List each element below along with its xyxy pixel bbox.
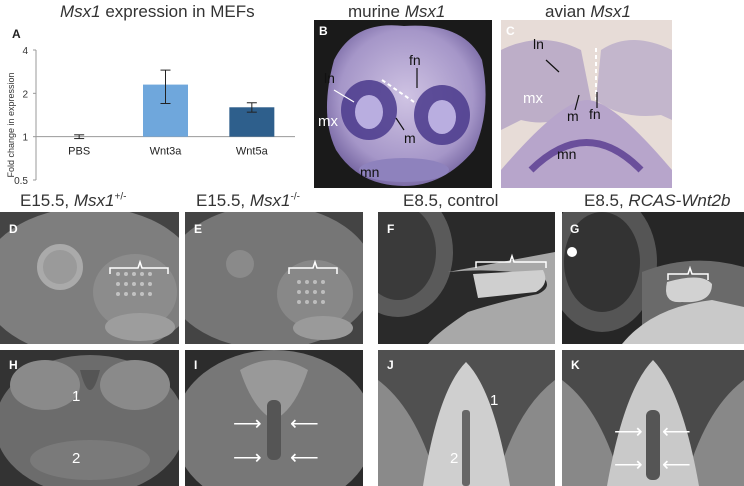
panel-d-title: E15.5, Msx1+/- xyxy=(20,191,126,211)
panel-k-image xyxy=(562,350,744,486)
panel-c-title: avian Msx1 xyxy=(545,2,631,22)
arrow-right-icon: ⟶ xyxy=(233,413,262,435)
panel-k-letter: K xyxy=(571,358,580,372)
label-mn: mn xyxy=(557,146,577,162)
panel-f-title-plain: E8.5, control xyxy=(403,191,499,210)
panel-f-title: E8.5, control xyxy=(403,191,498,211)
region-1-label: 1 xyxy=(72,388,81,405)
panel-c-title-italic: Msx1 xyxy=(590,2,631,21)
region-1-label: 1 xyxy=(490,392,499,409)
error-bar-wnt5a xyxy=(246,102,257,113)
panel-d-letter: D xyxy=(9,222,18,236)
arrow-left-icon: ⟵ xyxy=(662,421,691,443)
panel-e-title-plain: E15.5, xyxy=(196,191,250,210)
label-mx: mx xyxy=(318,113,338,130)
panel-j-letter: J xyxy=(387,358,394,372)
panel-b-photo: B fn ln mx m mn xyxy=(314,20,492,188)
panel-a-title-italic: Msx1 xyxy=(60,2,101,21)
panel-i-photo: I ⟶ ⟵ ⟶ ⟵ xyxy=(185,350,363,486)
y-ticks: 4 2 1 0.5 xyxy=(14,46,36,187)
label-m: m xyxy=(567,108,579,124)
panel-b-title-plain: murine xyxy=(348,2,405,21)
panel-i-letter: I xyxy=(194,358,198,372)
panel-f-image xyxy=(378,212,555,344)
x-tick-labels: PBS Wnt3a Wnt5a xyxy=(68,146,268,158)
panel-f-photo: F xyxy=(378,212,555,344)
panel-b-title-italic: Msx1 xyxy=(404,2,446,21)
bars xyxy=(74,69,275,140)
region-2-label: 2 xyxy=(72,450,81,467)
y-axis-label: Fold change in expression xyxy=(6,72,16,177)
bar-chart: Fold change in expression 4 2 1 0.5 PBS Wnt3… xyxy=(6,46,295,187)
label-fn: fn xyxy=(589,106,601,122)
panel-e-title: E15.5, Msx1-/- xyxy=(196,191,300,211)
panel-e-photo: E xyxy=(185,212,363,344)
panel-a-title: Msx1 expression in MEFs xyxy=(60,2,255,22)
y-tick-label: 4 xyxy=(22,46,28,57)
arrow-right-icon: ⟶ xyxy=(614,454,643,476)
x-tick-label: PBS xyxy=(68,146,90,158)
panel-d-image xyxy=(0,212,179,344)
arrow-right-icon: ⟶ xyxy=(614,421,643,443)
panel-h-image xyxy=(0,350,179,486)
label-mn: mn xyxy=(360,164,380,180)
arrow-right-icon: ⟶ xyxy=(233,447,262,469)
panel-d-title-italic: Msx1 xyxy=(73,191,115,210)
label-mx: mx xyxy=(523,90,543,107)
error-bar-pbs xyxy=(74,134,85,140)
murine-head-stain xyxy=(326,25,486,186)
panel-g-title-italic: RCAS-Wnt2b xyxy=(628,191,731,210)
panel-a-title-rest: expression in MEFs xyxy=(100,2,255,21)
arrow-left-icon: ⟵ xyxy=(290,413,319,435)
arrow-left-icon: ⟵ xyxy=(290,447,319,469)
panel-c-title-plain: avian xyxy=(545,2,591,21)
panel-h-photo: H 1 2 xyxy=(0,350,179,486)
x-tick-label: Wnt5a xyxy=(236,146,269,158)
panel-g-title: E8.5, RCAS-Wnt2b xyxy=(584,191,730,211)
panel-k-photo: K ⟶ ⟵ ⟶ ⟵ xyxy=(562,350,744,486)
panel-d-photo: D xyxy=(0,212,179,344)
y-tick-label: 0.5 xyxy=(14,176,28,187)
panel-j-photo: J 1 2 xyxy=(378,350,555,486)
panel-e-title-italic: Msx1 xyxy=(249,191,291,210)
panel-d-title-plain: E15.5, xyxy=(20,191,74,210)
y-tick-label: 2 xyxy=(22,89,28,100)
label-fn: fn xyxy=(409,52,421,68)
region-2-label: 2 xyxy=(450,450,459,467)
label-ln: ln xyxy=(533,36,544,52)
panel-i-image xyxy=(185,350,363,486)
panel-e-title-sup: -/- xyxy=(290,191,300,203)
avian-head-stain xyxy=(501,20,672,188)
panel-e-image xyxy=(185,212,363,344)
panel-d-title-sup: +/- xyxy=(114,191,127,203)
label-ln: ln xyxy=(324,70,335,86)
panel-j-image xyxy=(378,350,555,486)
panel-g-title-plain: E8.5, xyxy=(584,191,629,210)
panel-g-photo: G xyxy=(562,212,744,344)
panel-f-letter: F xyxy=(387,222,395,236)
x-tick-label: Wnt3a xyxy=(150,146,183,158)
error-bar-wnt3a xyxy=(160,69,171,104)
panel-g-image xyxy=(562,212,744,344)
arrow-left-icon: ⟵ xyxy=(662,454,691,476)
panel-a-letter: A xyxy=(12,27,21,41)
panel-b-title: murine Msx1 xyxy=(348,2,445,22)
panel-b-letter: B xyxy=(319,24,328,38)
label-m: m xyxy=(404,130,416,146)
panel-g-letter: G xyxy=(570,222,580,236)
panel-h-letter: H xyxy=(9,358,18,372)
panel-c-photo: C ln mx m fn mn xyxy=(501,20,672,188)
panel-e-letter: E xyxy=(194,222,203,236)
panel-c-letter: C xyxy=(506,24,515,38)
y-tick-label: 1 xyxy=(22,133,28,144)
